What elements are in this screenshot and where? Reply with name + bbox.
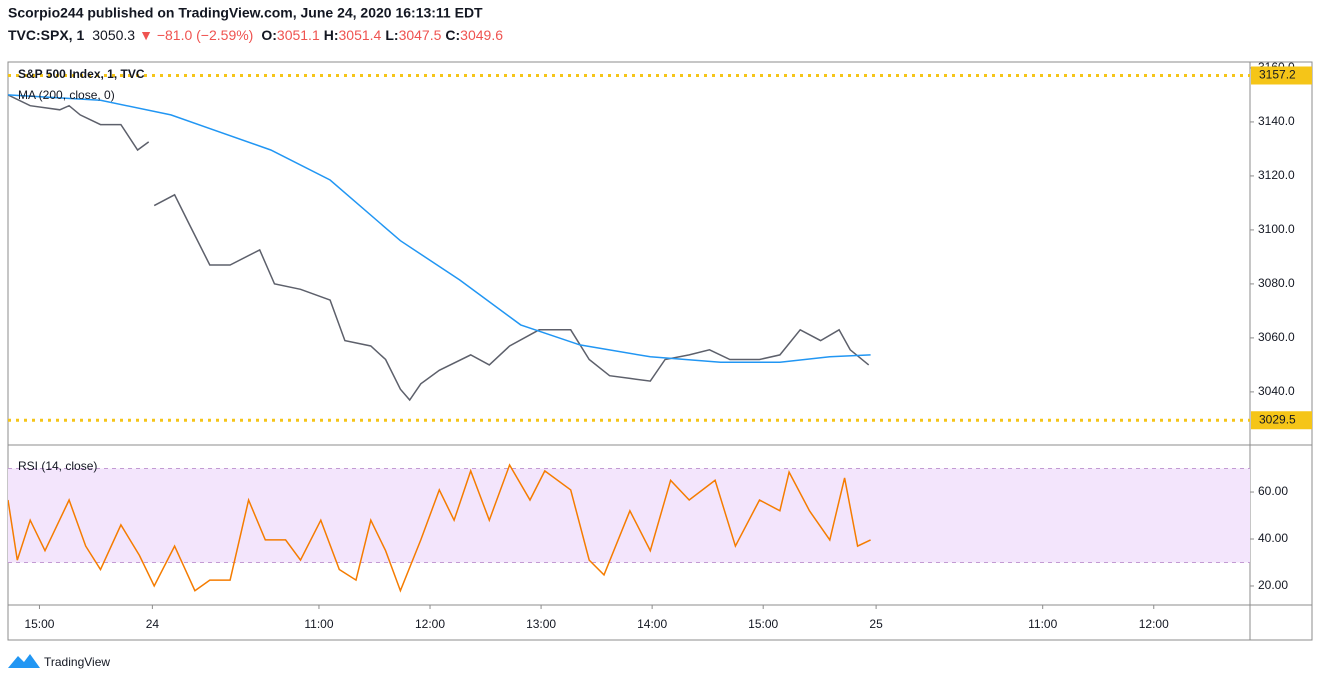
ohlc-value: 3051.1: [277, 27, 320, 43]
y-tick-label: 3120.0: [1258, 168, 1295, 182]
y-tick-label: 3080.0: [1258, 276, 1295, 290]
ohlc-label: O:: [261, 27, 277, 43]
logo-icon: [8, 654, 40, 668]
legend-label: MA (200, close, 0): [18, 88, 115, 102]
ohlc-value: 3049.6: [460, 27, 503, 43]
y-tick-label: 60.00: [1258, 484, 1288, 498]
tradingview-logo: TradingView: [8, 654, 110, 669]
x-tick-label: 15:00: [24, 617, 54, 631]
y-tick-label: 40.00: [1258, 531, 1288, 545]
x-tick-label: 25: [869, 617, 883, 631]
plot-area: [8, 463, 1250, 593]
y-tick-label: 3140.0: [1258, 114, 1295, 128]
legend-label: RSI (14, close): [18, 459, 97, 473]
symbol-line: TVC:SPX, 1 3050.3 ▼ −81.0 (−2.59%) O:3051.1…: [8, 27, 503, 43]
x-tick-label: 12:00: [415, 617, 445, 631]
brand: TradingView: [44, 655, 110, 669]
price-label-bg: [1251, 66, 1312, 85]
series-line: [8, 94, 870, 402]
price-label-bg: [1251, 411, 1312, 430]
ohlc-value: 3051.4: [339, 27, 382, 43]
y-tick-label: 20.00: [1258, 578, 1288, 592]
x-tick-label: 11:00: [1028, 617, 1057, 631]
last-price: 3050.3: [92, 27, 135, 43]
symbol: TVC:SPX, 1: [8, 27, 84, 43]
rsi-band: [8, 468, 1250, 563]
price-label: 3157.2: [1259, 68, 1296, 82]
legend-label: S&P 500 Index, 1, TVC: [18, 67, 145, 81]
change: ▼ −81.0 (−2.59%): [139, 27, 253, 43]
ohlc-value: 3047.5: [399, 27, 442, 43]
x-tick-label: 11:00: [304, 617, 333, 631]
published-line: Scorpio244 published on TradingView.com,…: [8, 5, 483, 21]
x-tick-label: 12:00: [1139, 617, 1169, 631]
x-tick-label: 24: [146, 617, 160, 631]
ohlc-label: C:: [445, 27, 460, 43]
x-tick-label: 15:00: [748, 617, 778, 631]
frame: [7, 61, 1313, 641]
x-tick-label: 14:00: [637, 617, 667, 631]
ohlc-label: L:: [385, 27, 398, 43]
series-line: [8, 94, 871, 363]
x-tick-label: 13:00: [526, 617, 556, 631]
ohlc-label: H:: [324, 27, 339, 43]
y-tick-label: 3100.0: [1258, 222, 1295, 236]
y-tick-label: 3040.0: [1258, 384, 1295, 398]
series-line: [8, 463, 871, 593]
y-tick-label: 3060.0: [1258, 330, 1295, 344]
plot-area: [8, 73, 1250, 422]
price-label: 3029.5: [1259, 412, 1296, 426]
